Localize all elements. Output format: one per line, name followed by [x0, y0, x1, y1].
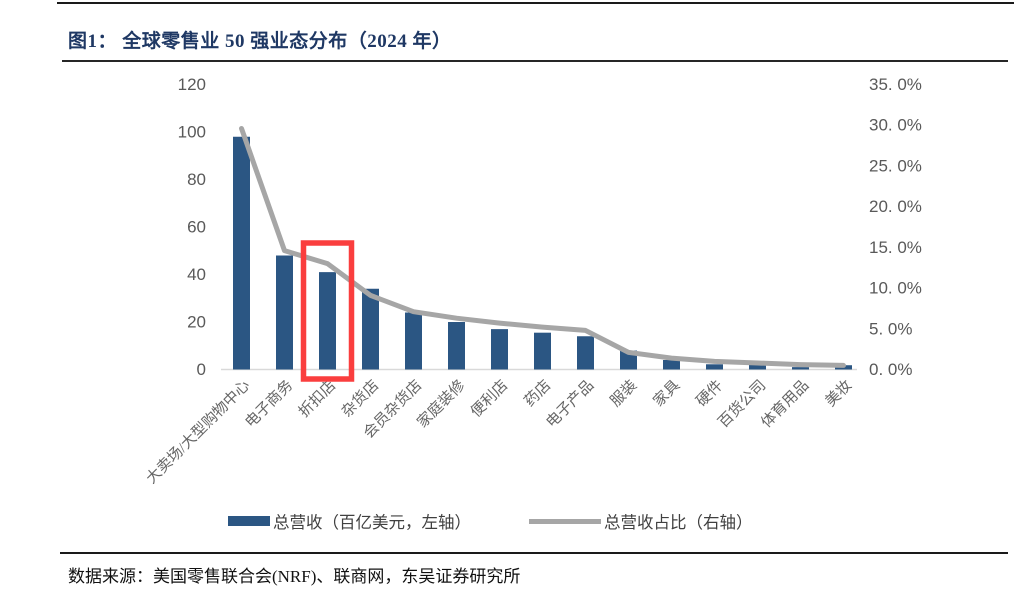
right-axis-tick: 10. 0%: [869, 279, 922, 298]
category-label: 电子产品: [543, 377, 597, 431]
category-label: 家具: [650, 377, 683, 410]
left-axis-tick: 20: [187, 313, 206, 332]
category-label: 美妆: [822, 377, 855, 410]
category-label: 电子商务: [242, 377, 296, 431]
chart-legend: 总营收（百亿美元，左轴） 总营收占比（右轴）: [228, 509, 753, 533]
revenue-bar: [491, 329, 508, 370]
figure-title: 图1： 全球零售业 50 强业态分布（2024 年）: [68, 31, 452, 52]
revenue-bar: [405, 312, 422, 370]
line-swatch-icon: [529, 518, 601, 524]
category-label: 硬件: [693, 377, 726, 410]
revenue-bar: [319, 272, 336, 370]
source-divider-line: [60, 552, 1008, 554]
legend-item-total-revenue: 总营收（百亿美元，左轴）: [228, 509, 471, 533]
left-axis-tick: 60: [187, 218, 206, 237]
right-axis-tick: 0. 0%: [869, 360, 912, 379]
right-axis-tick: 15. 0%: [869, 238, 922, 257]
category-label: 便利店: [467, 377, 511, 421]
revenue-bar: [448, 322, 465, 370]
legend-label-revenue-share: 总营收占比（右轴）: [604, 513, 753, 532]
revenue-bar: [534, 332, 551, 370]
legend-item-revenue-share: 总营收占比（右轴）: [529, 509, 753, 533]
left-axis-tick: 100: [178, 123, 206, 142]
category-label: 家庭装修: [414, 377, 468, 431]
revenue-bar: [276, 255, 293, 370]
right-axis-tick: 5. 0%: [869, 319, 912, 338]
revenue-share-line: [239, 125, 846, 368]
category-label: 杂货店: [338, 377, 382, 421]
highlight-rectangle: [300, 240, 355, 382]
revenue-bar: [577, 336, 594, 370]
data-source-note: 数据来源：美国零售联合会(NRF)、联商网，东吴证券研究所: [68, 567, 521, 586]
right-axis-tick: 25. 0%: [869, 156, 922, 175]
revenue-bar: [749, 364, 766, 370]
revenue-bar: [663, 360, 680, 370]
category-label: 服装: [607, 377, 640, 410]
category-label: 药店: [521, 377, 554, 410]
right-axis-tick: 30. 0%: [869, 116, 922, 135]
bar-swatch-icon: [228, 516, 270, 526]
revenue-bar: [362, 288, 379, 370]
category-label: 大卖场/大型购物中心: [143, 377, 253, 487]
title-divider-line: [62, 60, 1008, 62]
left-axis-tick: 120: [178, 75, 206, 94]
top-border-line: [57, 2, 1014, 4]
left-axis-tick: 40: [187, 265, 206, 284]
right-axis-tick: 20. 0%: [869, 197, 922, 216]
revenue-bar: [233, 136, 250, 370]
right-axis-tick: 35. 0%: [869, 75, 922, 94]
category-label: 折扣店: [295, 377, 339, 421]
legend-label-total-revenue: 总营收（百亿美元，左轴）: [273, 513, 471, 532]
left-axis-tick: 0: [197, 360, 206, 379]
revenue-bar: [792, 367, 809, 370]
category-label: 体育用品: [758, 377, 812, 431]
left-axis-tick: 80: [187, 170, 206, 189]
revenue-bar: [706, 364, 723, 370]
